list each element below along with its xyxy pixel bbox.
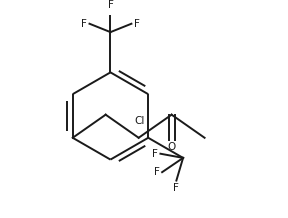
Text: F: F — [134, 19, 140, 29]
Text: F: F — [154, 167, 160, 177]
Text: O: O — [168, 141, 176, 152]
Text: F: F — [173, 183, 179, 193]
Text: F: F — [152, 149, 158, 159]
Text: F: F — [107, 0, 113, 10]
Text: Cl: Cl — [134, 116, 145, 126]
Text: F: F — [81, 19, 87, 29]
